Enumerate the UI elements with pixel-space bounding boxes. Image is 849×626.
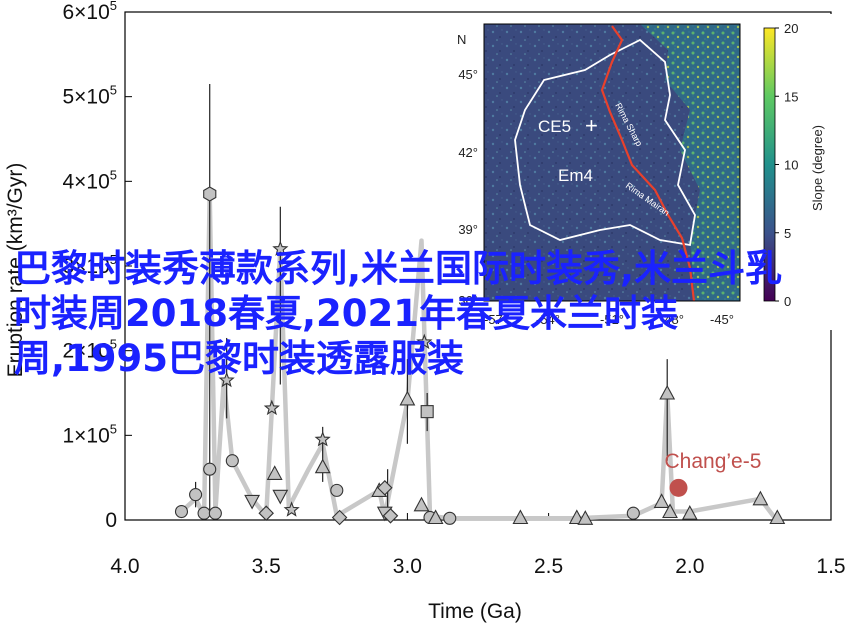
colorbar-title: Slope (degree) xyxy=(810,125,825,211)
triangle-marker xyxy=(314,458,331,474)
triangle-marker xyxy=(413,496,430,512)
diamond-marker xyxy=(377,480,393,496)
circle-marker xyxy=(197,506,211,520)
change5-label: Chang’e-5 xyxy=(665,450,762,473)
colorbar-tick-label: 15 xyxy=(784,89,798,104)
y-tick-label: 0 xyxy=(105,509,117,532)
y-tick-label: 4×105 xyxy=(62,167,117,193)
hexagon-marker xyxy=(203,186,217,202)
triangle-marker xyxy=(681,505,698,520)
diamond-marker xyxy=(331,509,348,526)
triangle-marker xyxy=(653,493,670,508)
inset-lon-label: -57° xyxy=(484,312,508,327)
x-tick-label: 3.5 xyxy=(252,555,281,578)
star-marker xyxy=(416,333,433,350)
inset-lat-label: 45° xyxy=(458,67,478,82)
triangle-marker xyxy=(399,390,416,406)
triangle-marker xyxy=(512,509,529,525)
y-axis-title: Eruption rate (km³/Gyr) xyxy=(4,163,27,378)
square-marker xyxy=(420,405,434,419)
inset-map: N 45°42°39°36° -57° -54° -51° -48° -45° CE5 … xyxy=(428,14,832,330)
triangle-down-marker xyxy=(272,489,289,505)
inset-map-rille xyxy=(600,25,696,302)
triangle-marker xyxy=(577,510,594,525)
y-tick-label: 5×105 xyxy=(62,83,117,109)
y-tick-label: 3×105 xyxy=(62,252,117,278)
change5-marker xyxy=(669,478,688,497)
x-axis-ticks: 4.0 3.5 3.0 2.5 2.0 1.5 xyxy=(110,513,846,578)
x-tick-label: 4.0 xyxy=(110,555,139,578)
inset-lat-label: 39° xyxy=(458,222,478,237)
circle-marker xyxy=(208,506,222,520)
circle-marker xyxy=(626,506,640,520)
diamond-marker xyxy=(258,505,274,521)
star-marker xyxy=(218,371,235,388)
diamond-marker xyxy=(382,508,399,524)
star-marker xyxy=(263,399,280,416)
x-tick-label: 1.5 xyxy=(816,555,845,578)
inset-site-label: CE5 xyxy=(538,117,571,136)
y-axis-ticks: 0 1×105 2×105 3×105 4×105 5×105 6×105 xyxy=(62,0,132,532)
inset-lat-labels: 45° 42° 39° 36° xyxy=(458,67,478,308)
star-marker xyxy=(314,431,331,447)
circle-marker xyxy=(189,488,203,502)
inset-unit-label: Em4 xyxy=(558,166,593,185)
inset-north-label: N xyxy=(457,32,466,47)
triangle-marker xyxy=(266,465,283,480)
triangle-down-marker xyxy=(244,494,261,510)
inset-lat-label: 42° xyxy=(458,145,478,160)
inset-map-region-boundary xyxy=(514,38,696,247)
x-tick-label: 3.0 xyxy=(393,555,422,578)
circle-marker xyxy=(174,504,189,519)
circle-marker xyxy=(225,454,239,468)
colorbar-tick-label: 0 xyxy=(784,294,791,309)
y-tick-label: 6×105 xyxy=(62,0,117,24)
inset-lon-label: -45° xyxy=(710,312,734,327)
colorbar-ticks: 20 15 10 5 0 xyxy=(775,21,798,309)
circle-marker xyxy=(330,483,344,497)
circle-marker xyxy=(203,462,217,476)
inset-lon-label: -54° xyxy=(536,312,560,327)
x-tick-label: 2.0 xyxy=(675,555,704,578)
star-marker xyxy=(283,501,300,517)
inset-lon-labels: -57° -54° -51° -48° -45° xyxy=(484,312,734,327)
triangle-marker xyxy=(659,384,676,400)
triangle-marker xyxy=(769,509,786,525)
triangle-marker xyxy=(427,509,444,525)
data-markers xyxy=(174,186,786,526)
colorbar-tick-label: 5 xyxy=(784,226,791,241)
inset-map-highlands xyxy=(640,24,740,301)
colorbar-tick-label: 10 xyxy=(784,158,798,173)
circle-marker xyxy=(443,511,457,525)
star-marker xyxy=(272,240,289,256)
inset-lat-label: 36° xyxy=(458,293,478,308)
colorbar-tick-label: 20 xyxy=(784,21,798,36)
x-axis-title: Time (Ga) xyxy=(428,600,522,623)
y-tick-label: 2×105 xyxy=(62,337,117,363)
inset-site-marker: + xyxy=(585,113,598,138)
y-tick-label: 1×105 xyxy=(62,421,117,447)
inset-lon-label: -48° xyxy=(660,312,684,327)
x-tick-label: 2.5 xyxy=(534,555,563,578)
triangle-marker xyxy=(752,490,769,506)
triangle-marker xyxy=(662,503,678,519)
overlay-title: 巴黎时装秀薄款系列,米兰国际时装秀,米兰斗乳时装周2018春夏,2021年春夏米… xyxy=(14,247,783,380)
inset-lon-label: -51° xyxy=(600,312,624,327)
